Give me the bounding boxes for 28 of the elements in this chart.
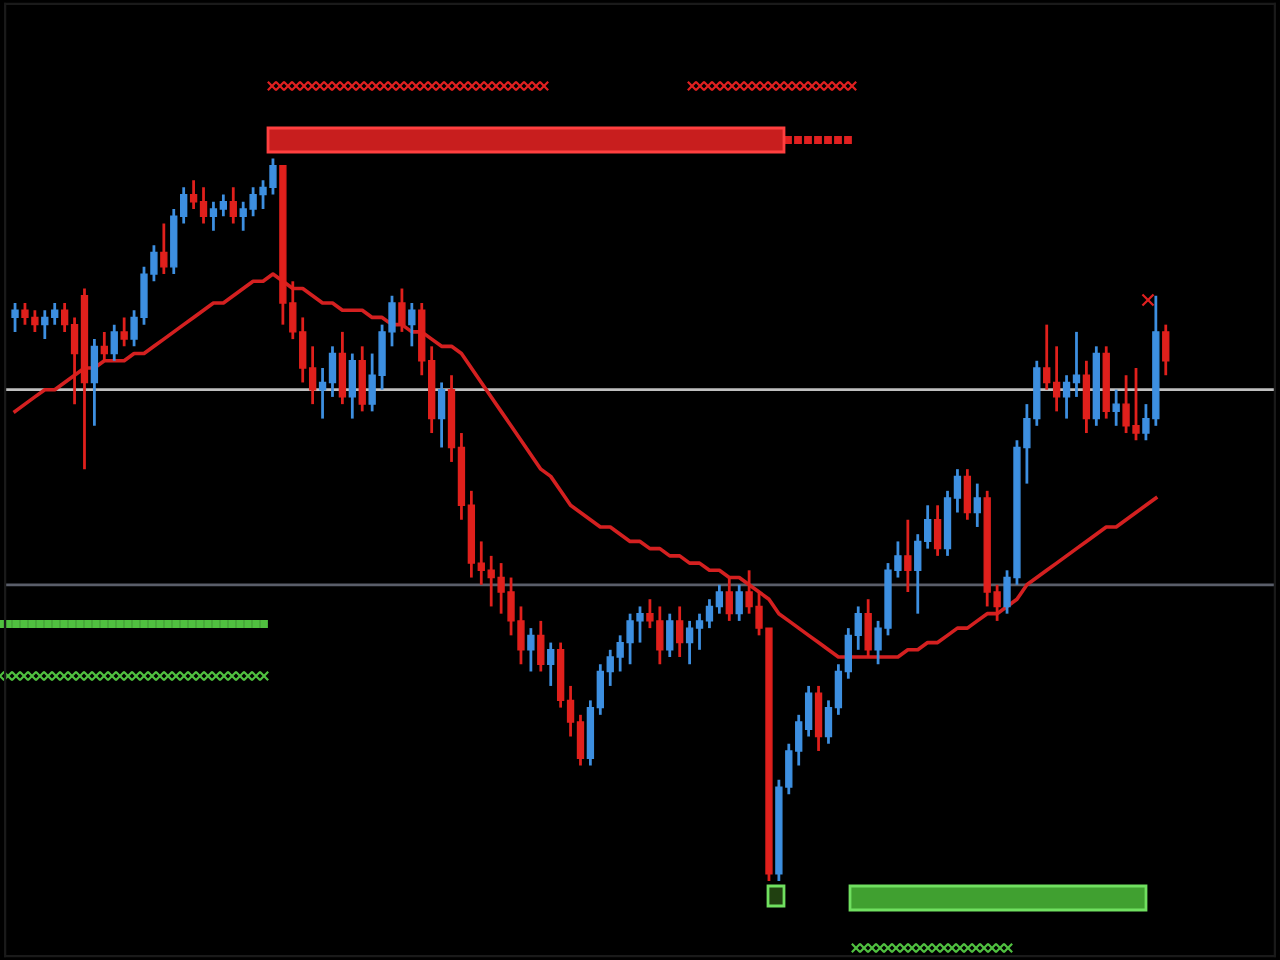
candlestick — [735, 583, 743, 623]
candlestick — [408, 301, 416, 348]
candlestick — [1112, 388, 1120, 428]
candlestick — [904, 518, 912, 594]
candlestick — [1162, 323, 1170, 377]
candlestick — [666, 612, 674, 659]
candlestick — [160, 222, 168, 276]
candlestick — [398, 287, 406, 334]
candlestick — [527, 626, 535, 673]
candlestick — [11, 301, 19, 334]
candlestick — [725, 576, 733, 623]
candlestick — [973, 482, 981, 529]
candlestick — [110, 323, 118, 363]
candlestick — [229, 185, 237, 225]
candlestick — [338, 330, 347, 406]
candlestick — [1082, 359, 1091, 435]
candlestick — [547, 641, 555, 688]
candlestick — [358, 344, 366, 413]
candlestick — [537, 619, 545, 673]
candlestick — [348, 352, 356, 420]
candlestick — [120, 316, 128, 348]
candlestick — [90, 337, 99, 428]
candlestick — [963, 467, 972, 522]
candlestick — [676, 605, 684, 659]
candlestick — [437, 381, 446, 449]
candlestick — [100, 330, 108, 363]
candlestick — [814, 684, 823, 753]
candlestick — [933, 503, 942, 558]
